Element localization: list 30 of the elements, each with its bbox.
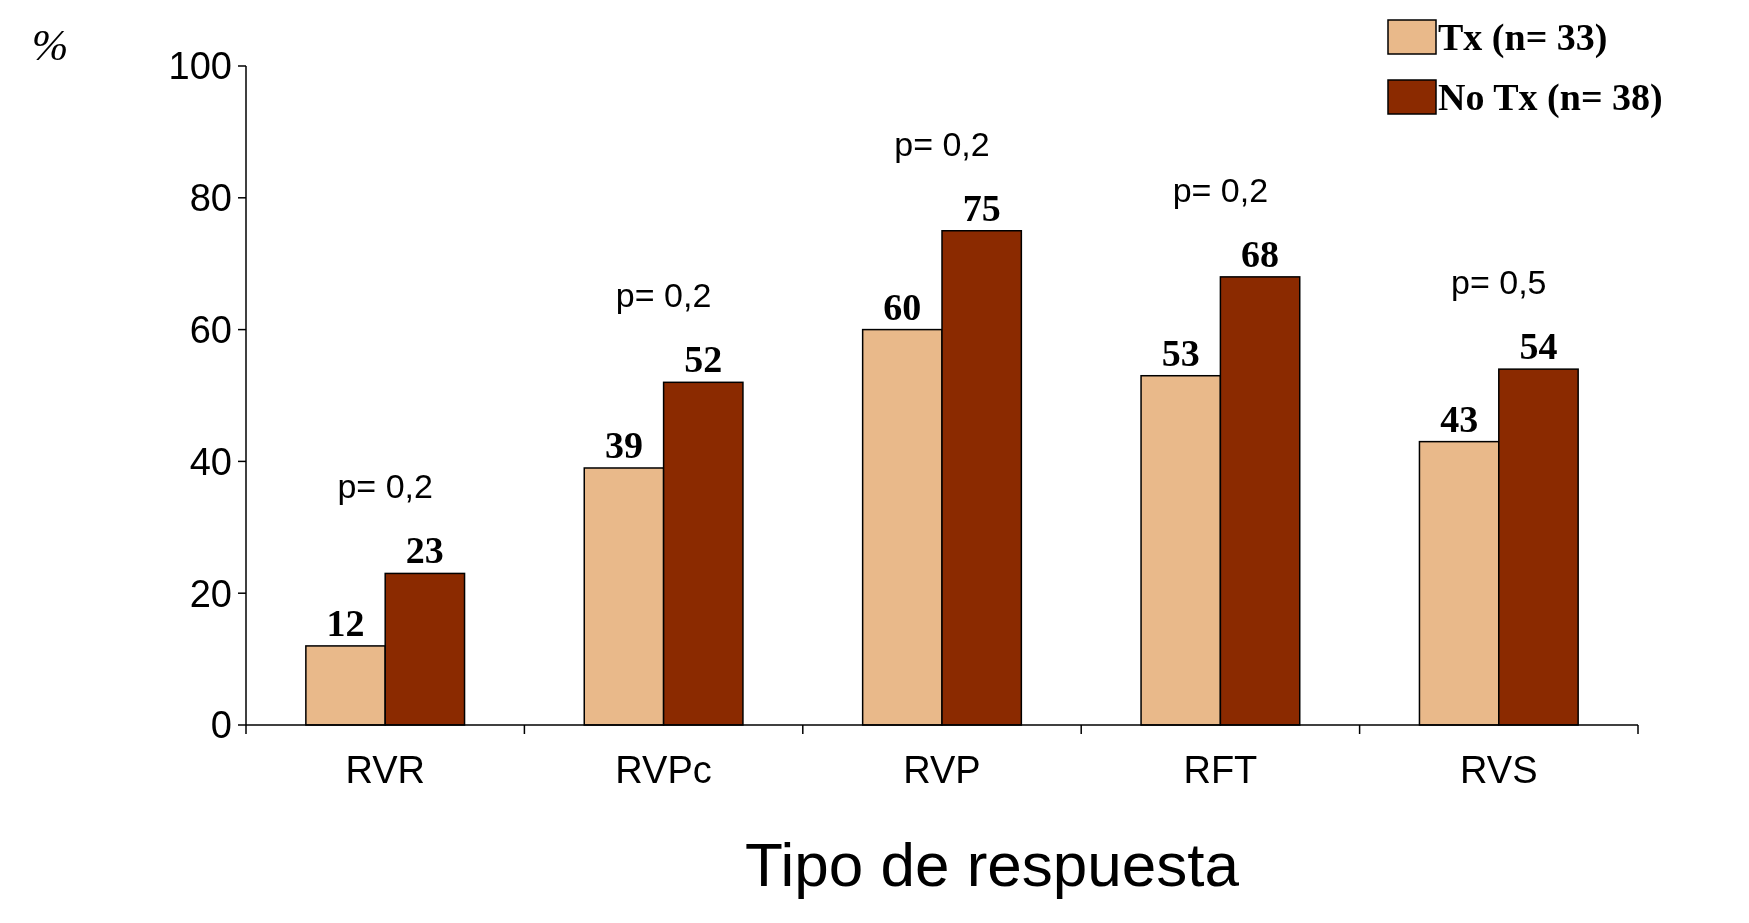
annotation: p= 0,5 [1451, 263, 1547, 302]
x-tick-label: RVPc [615, 749, 712, 791]
x-tick-label: RVR [345, 749, 425, 791]
x-tick-label: RFT [1183, 749, 1258, 791]
data-label: 43 [1440, 397, 1479, 440]
data-label: 12 [326, 601, 365, 644]
annotation: p= 0,2 [894, 124, 990, 163]
data-label: 68 [1241, 232, 1280, 275]
data-label: 60 [883, 285, 922, 328]
y-tick-label: 0 [210, 704, 232, 747]
x-tick-label: RVP [903, 749, 981, 791]
y-tick-label: 80 [189, 177, 232, 220]
x-tick-label: RVS [1460, 749, 1538, 791]
legend-label: Tx (n= 33) [1438, 16, 1608, 59]
data-label: 75 [962, 186, 1001, 229]
x-axis-title: Tipo de respuesta [744, 830, 1240, 899]
y-axis-title: % [31, 21, 69, 70]
annotation: p= 0,2 [615, 276, 712, 315]
annotation: p= 0,2 [1172, 170, 1269, 209]
y-tick-label: 60 [189, 308, 232, 351]
legend-label: No Tx (n= 38) [1438, 76, 1663, 119]
data-label: 53 [1161, 331, 1200, 374]
y-tick-label: 20 [189, 572, 232, 615]
data-label: 54 [1519, 325, 1558, 368]
data-label: 52 [684, 338, 723, 381]
data-label: 39 [604, 423, 643, 466]
y-tick-label: 40 [189, 440, 232, 483]
data-label: 23 [405, 529, 444, 572]
annotation: p= 0,2 [337, 467, 433, 506]
y-tick-label: 100 [168, 45, 232, 88]
